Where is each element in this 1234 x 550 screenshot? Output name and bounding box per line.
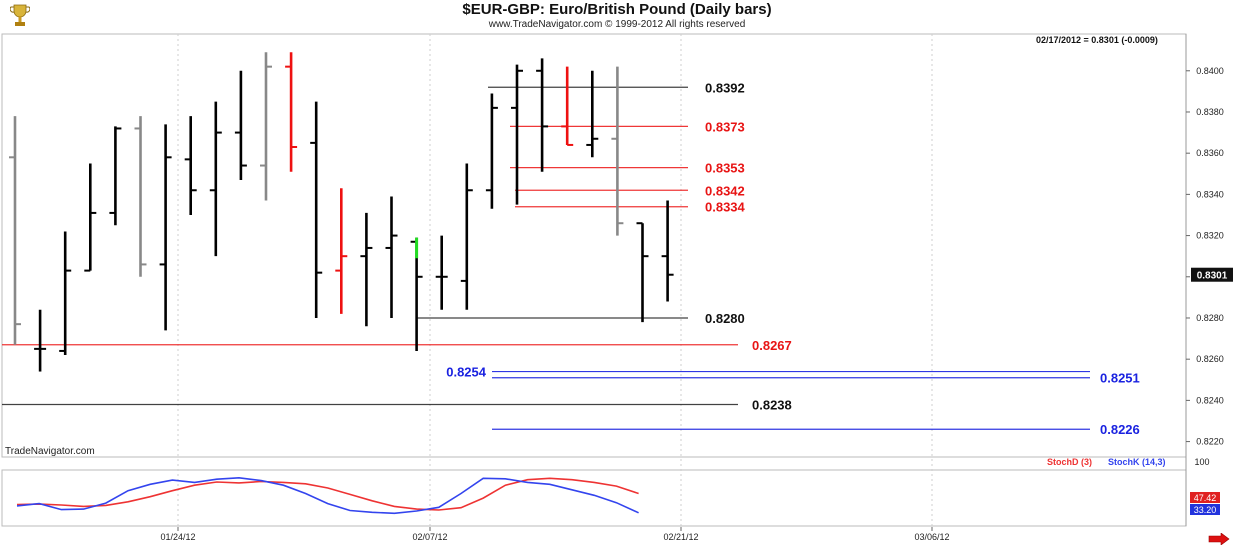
ohlc-bar [9,116,21,345]
chart-title: $EUR-GBP: Euro/British Pound (Daily bars… [462,1,772,18]
level-label: 0.8238 [752,398,792,413]
stoch-line-red [16,477,639,511]
date-tick-label: 02/21/12 [663,532,698,542]
level-label: 0.8342 [705,183,745,198]
ohlc-bar [661,200,674,302]
ohlc-bar [360,212,373,327]
stochd-value-label: 47.42 [1194,493,1217,503]
ohlc-bar [611,66,624,236]
stochd-legend: StochD (3) [1047,457,1092,467]
price-tick-label: 0.8380 [1196,107,1224,117]
stoch-line-blue [16,476,639,515]
stoch-tick-label: 100 [1194,457,1209,467]
brand-label: TradeNavigator.com [5,446,95,457]
ohlc-bar [511,64,523,205]
ohlc-bar [561,66,574,146]
level-label: 0.8267 [752,338,792,353]
ohlc-bar [134,116,147,277]
last-quote: 02/17/2012 = 0.8301 (-0.0009) [1036,35,1158,45]
price-tick-label: 0.8260 [1196,354,1224,364]
ohlc-bar [59,231,72,356]
price-tick-label: 0.8340 [1196,189,1224,199]
price-axis: 0.82200.82400.82600.82800.83000.83200.83… [1186,66,1233,447]
ohlc-bar [260,52,272,201]
ohlc-bar [285,52,298,172]
level-label: 0.8353 [705,161,745,176]
level-label: 0.8334 [705,200,746,215]
ohlc-bar [310,101,323,318]
level-label: 0.8254 [446,365,487,380]
level-label: 0.8226 [1100,422,1140,437]
ohlc-bar [159,124,172,331]
date-axis: 01/24/12 02/07/12 02/21/12 03/06/12 [160,527,950,542]
ohlc-bar [209,101,222,257]
date-tick-label: 02/07/12 [412,532,447,542]
stochastic-panel: 100 47.42 33.20 [16,457,1220,515]
last-price-box [1191,267,1233,282]
grid-layer [1,33,1187,527]
stochk-value-box [1190,504,1220,515]
ohlc-bar [586,70,599,158]
date-tick-label: 01/24/12 [160,532,195,542]
ohlc-bars [9,52,674,372]
price-tick-label: 0.8280 [1196,313,1224,323]
support-resistance-levels: 0.8392 0.8373 0.8353 0.8342 0.8334 0.8280 0.82… [2,80,1140,437]
stochk-legend: StochK (14,3) [1108,457,1166,467]
price-tick-label: 0.8400 [1196,66,1224,76]
price-tick-label: 0.8220 [1196,437,1224,447]
trophy-icon [9,3,31,34]
ohlc-bar [385,196,398,318]
price-tick-label: 0.8240 [1196,395,1224,405]
last-price-label: 0.8301 [1197,271,1228,282]
ohlc-bar [34,309,47,372]
copyright-notice: www.TradeNavigator.com © 1999-2012 All r… [488,19,746,30]
ohlc-bar [536,58,549,172]
stochd-value-box [1190,492,1220,503]
date-tick-label: 03/06/12 [914,532,949,542]
level-label: 0.8392 [705,80,745,95]
stoch-panel-frame [1,469,1187,527]
ohlc-bar [435,235,448,310]
ohlc-bar [485,93,498,209]
price-tick-label: 0.8360 [1196,148,1224,158]
price-tick-label: 0.8320 [1196,231,1224,241]
ohlc-bar [234,70,247,180]
ohlc-bar [460,163,473,310]
stochk-value-label: 33.20 [1194,505,1217,515]
ohlc-bar [184,116,197,215]
scroll-right-arrow-icon[interactable] [1208,532,1230,550]
ohlc-bar [84,163,97,272]
ohlc-bar [636,222,649,323]
ohlc-bar [109,126,122,226]
price-panel-frame [1,33,1187,458]
ohlc-bar [335,188,348,314]
level-label: 0.8251 [1100,371,1140,386]
level-label: 0.8280 [705,311,745,326]
level-label: 0.8373 [705,119,745,134]
